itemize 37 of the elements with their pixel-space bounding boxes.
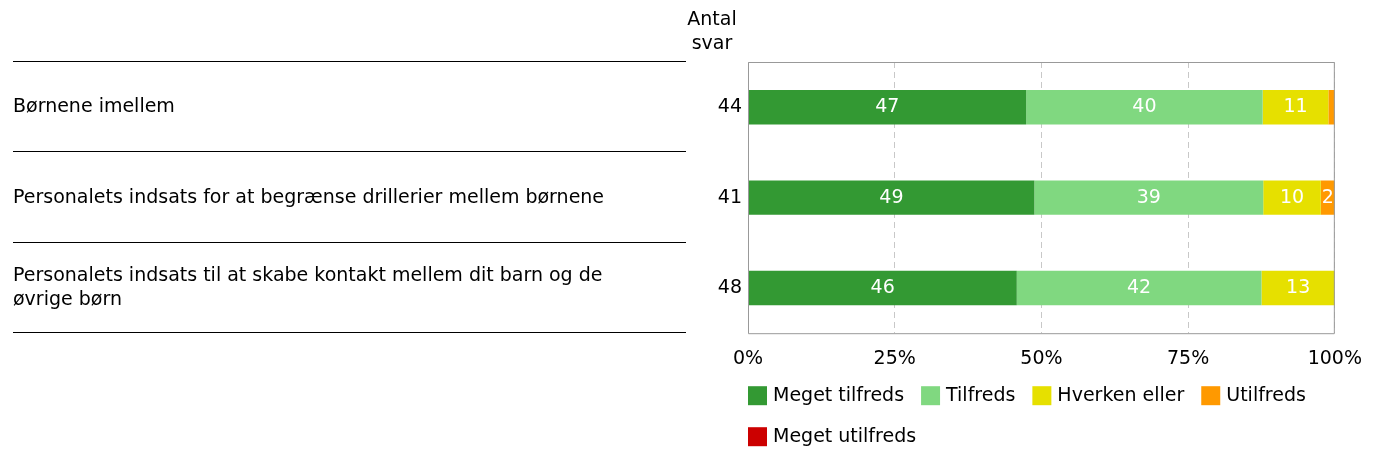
data-label: 2: [1321, 184, 1334, 207]
bar: [1261, 270, 1335, 306]
data-label: 47: [875, 94, 900, 117]
legend-label: Tilfreds: [945, 383, 1016, 406]
legend-label: Meget tilfreds: [773, 383, 905, 406]
data-label: 11: [1283, 94, 1308, 117]
legend-label: Hverken eller: [1057, 383, 1185, 406]
data-label: 42: [1127, 274, 1152, 297]
bar: [748, 270, 1017, 306]
text: 48: [717, 274, 742, 297]
data-label: 46: [870, 274, 895, 297]
bar: [1026, 90, 1263, 125]
text: 41: [717, 184, 742, 207]
bar: [1262, 90, 1329, 125]
x-tick-label: 100%: [1307, 345, 1362, 368]
y-tick-label: Personalets indsats til at skabe kontakt mellem dit barn og de øvrige børn: [13, 262, 603, 309]
x-tick-label: 50%: [1020, 345, 1063, 368]
x-tick-label: 25%: [873, 345, 916, 368]
text: Antal svar: [687, 6, 737, 53]
text: 44: [717, 94, 742, 117]
bar: [1328, 90, 1335, 125]
legend-label: Meget utilfreds: [773, 424, 917, 447]
bar: [1016, 270, 1262, 306]
data-label: 10: [1279, 184, 1305, 207]
legend-label: Utilfreds: [1226, 383, 1306, 406]
data-label: 39: [1136, 184, 1161, 207]
data-label: 40: [1132, 94, 1157, 117]
data-label: 49: [879, 184, 904, 207]
bar: [748, 90, 1027, 125]
x-tick-label: 75%: [1167, 345, 1210, 368]
bar: [1263, 180, 1321, 215]
x-tick-label: 0%: [732, 345, 764, 368]
bar: [748, 180, 1035, 215]
y-tick-label: Personalets indsats for at begrænse drillerier mellem børnene: [13, 184, 605, 207]
bar: [1034, 180, 1264, 215]
data-label: 13: [1286, 274, 1311, 297]
y-tick-label: Børnene imellem: [13, 94, 175, 117]
